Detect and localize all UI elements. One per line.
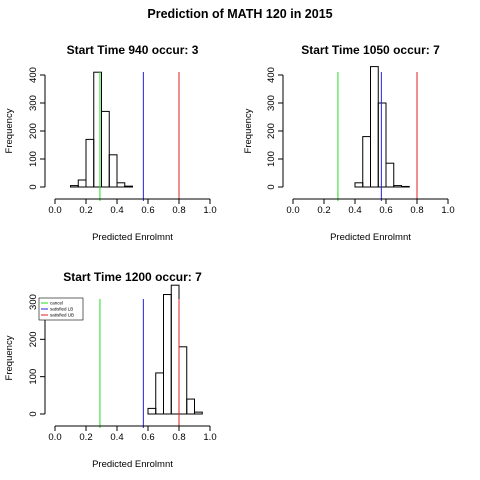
y-tick-label: 100 (266, 151, 277, 167)
y-axis-label: Frequency (4, 335, 15, 380)
histogram-bar (147, 407, 157, 415)
panel-title: Start Time 1050 occur: 7 (301, 43, 440, 57)
histogram-bar (401, 185, 410, 188)
x-axis-label: Predicted Enrolmnt (92, 459, 173, 470)
legend-box (38, 297, 84, 321)
y-tick-label: 100 (28, 369, 39, 385)
x-tick-label: 0.8 (410, 205, 423, 216)
y-tick-label: 200 (266, 123, 277, 139)
y-tick-label: 400 (28, 67, 39, 83)
histogram-bar (170, 284, 180, 415)
panel-title: Start Time 1200 occur: 7 (63, 270, 202, 284)
x-tick-label: 0.6 (141, 432, 154, 443)
legend-label: cancel (50, 301, 63, 306)
y-tick-label: 200 (28, 123, 39, 139)
y-axis-label: Frequency (243, 108, 254, 153)
histogram-bar (393, 185, 402, 188)
histogram-panel: Start Time 940 occur: 3 0.0 0.2 0.4 0.6 0.8 1.… (4, 43, 217, 243)
histogram-bar (163, 294, 172, 415)
x-axis-label: Predicted Enrolmnt (330, 232, 411, 243)
x-tick-label: 0.2 (79, 205, 92, 216)
x-tick-label: 1.0 (203, 205, 216, 216)
x-tick-label: 0.2 (79, 432, 92, 443)
x-tick-label: 0.2 (317, 205, 330, 216)
histogram-bar (354, 182, 364, 188)
x-tick-label: 0.8 (172, 205, 185, 216)
x-tick-label: 0.0 (286, 205, 299, 216)
x-axis-label: Predicted Enrolmnt (92, 232, 173, 243)
histogram-bar (77, 179, 87, 188)
histogram-panel: Start Time 1200 occur: 7 0.0 0.2 0.4 0.6 0.8 1… (4, 270, 217, 470)
histogram-bar (70, 185, 79, 188)
y-tick-label: 300 (28, 95, 39, 111)
x-tick-label: 0.6 (379, 205, 392, 216)
x-tick-label: 1.0 (203, 432, 216, 443)
histogram-bar (194, 411, 203, 415)
histogram-bar (101, 110, 110, 188)
histogram-bar (377, 102, 387, 188)
y-tick-label: 0 (28, 411, 39, 416)
x-tick-label: 0.0 (48, 205, 61, 216)
histogram-bar (186, 398, 195, 415)
histogram-bar (362, 136, 371, 188)
x-tick-label: 0.4 (348, 205, 361, 216)
y-tick-label: 300 (266, 95, 277, 111)
x-tick-label: 0.4 (110, 432, 123, 443)
y-tick-label: 200 (28, 331, 39, 347)
y-tick-label: 0 (266, 184, 277, 189)
y-tick-label: 300 (28, 294, 39, 310)
legend-label: satisfied UB (50, 313, 74, 318)
panel-title: Start Time 940 occur: 3 (67, 43, 199, 57)
legend-label: satisfied LB (50, 307, 73, 312)
x-tick-label: 0.0 (48, 432, 61, 443)
y-axis-label: Frequency (4, 108, 15, 153)
y-tick-label: 0 (28, 184, 39, 189)
figure-title: Prediction of MATH 120 in 2015 (147, 7, 332, 21)
y-tick-label: 100 (28, 151, 39, 167)
histogram-bar (385, 162, 395, 188)
y-tick-label: 400 (266, 67, 277, 83)
x-tick-label: 0.4 (110, 205, 123, 216)
x-tick-label: 0.6 (141, 205, 154, 216)
x-tick-label: 0.8 (172, 432, 185, 443)
histogram-bar (124, 185, 133, 188)
histogram-bar (155, 372, 164, 415)
histogram-bar (116, 182, 126, 188)
histogram-panel: Start Time 1050 occur: 7 0.0 0.2 0.4 0.6 0.8 1… (243, 43, 455, 243)
histogram-bar (85, 138, 95, 188)
histogram-bar (178, 346, 188, 415)
histogram-bar (370, 66, 379, 188)
histogram-bar (108, 154, 118, 188)
x-tick-label: 1.0 (441, 205, 454, 216)
